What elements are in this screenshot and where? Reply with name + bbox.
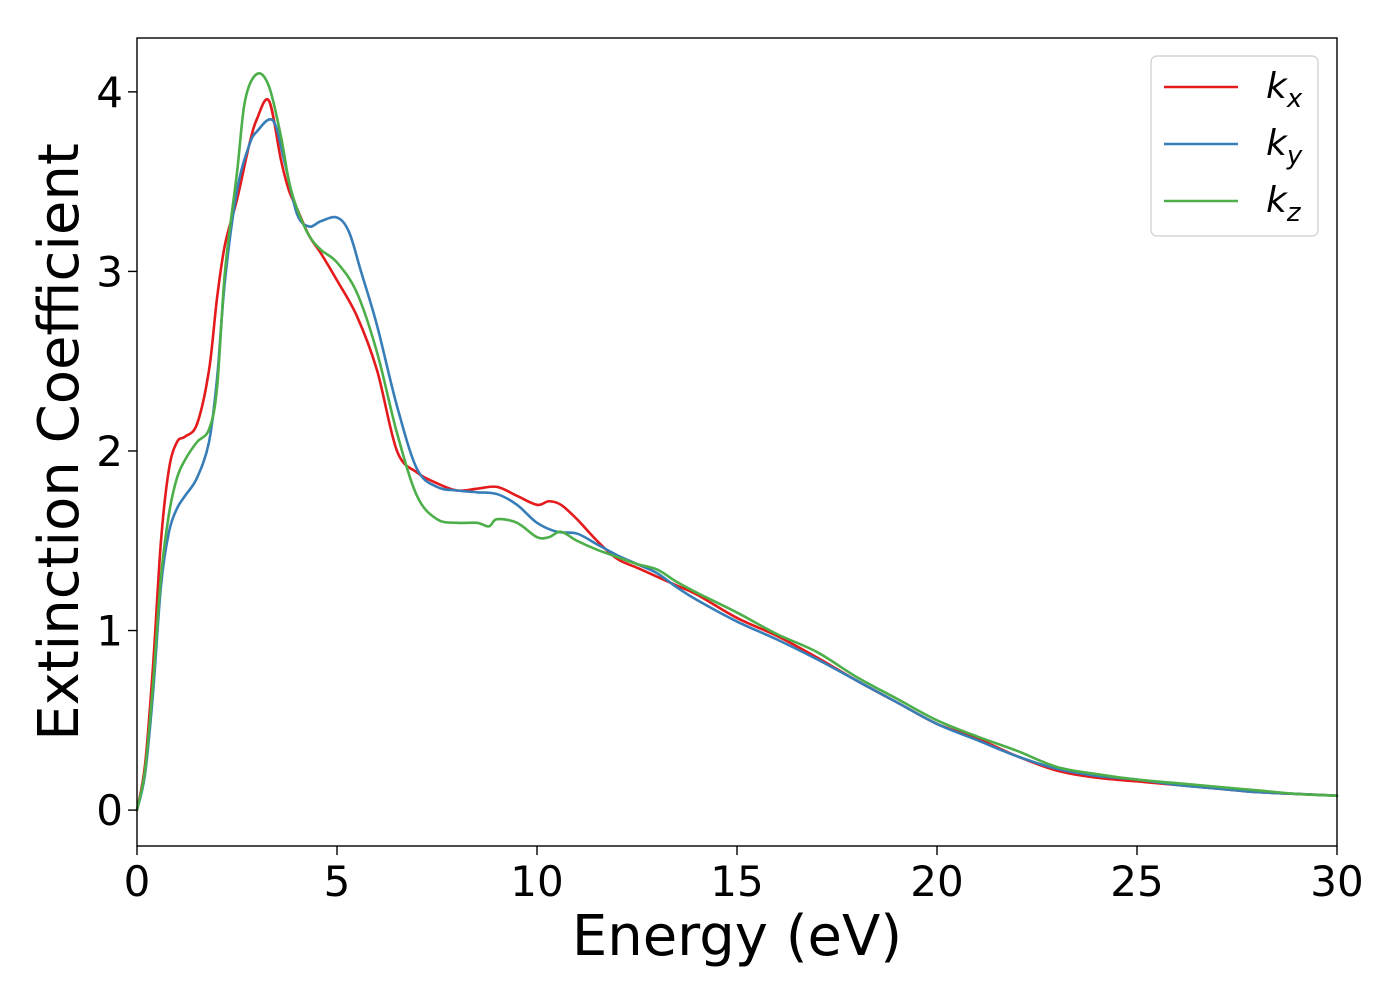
series-line-kx bbox=[135, 98, 1339, 812]
y-axis-ticks: 0 1 2 3 4 bbox=[96, 68, 137, 835]
series-line-kz bbox=[135, 72, 1339, 812]
plot-area bbox=[137, 38, 1337, 846]
x-tick-label: 25 bbox=[1110, 857, 1163, 906]
x-tick-label: 15 bbox=[710, 857, 763, 906]
y-tick-label: 1 bbox=[96, 607, 123, 656]
y-axis-label: Extinction Coefficient bbox=[27, 143, 92, 741]
x-axis-ticks: 0 5 10 15 20 25 30 bbox=[124, 846, 1364, 906]
x-tick-label: 5 bbox=[324, 857, 351, 906]
x-tick-label: 30 bbox=[1310, 857, 1363, 906]
x-tick-label: 20 bbox=[910, 857, 963, 906]
y-tick-label: 4 bbox=[96, 68, 123, 117]
x-tick-label: 0 bbox=[124, 857, 151, 906]
legend-box bbox=[1150, 55, 1319, 237]
x-tick-label: 10 bbox=[510, 857, 563, 906]
y-tick-label: 0 bbox=[96, 786, 123, 835]
x-axis-label: Energy (eV) bbox=[572, 904, 902, 969]
y-tick-label: 2 bbox=[96, 427, 123, 476]
series-layer bbox=[135, 72, 1339, 812]
y-tick-label: 3 bbox=[96, 247, 123, 296]
